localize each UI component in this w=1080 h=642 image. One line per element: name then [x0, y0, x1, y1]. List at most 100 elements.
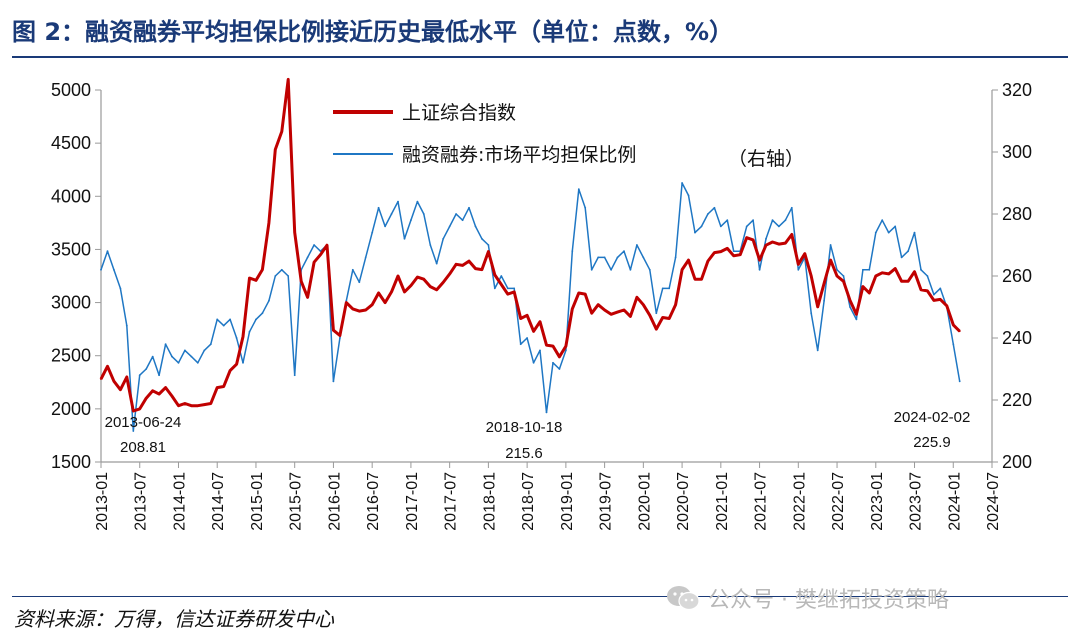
- data-point: [151, 389, 154, 392]
- x-tick-label: 2018-01: [481, 472, 498, 531]
- footer-rule: [12, 596, 1068, 597]
- data-point: [300, 280, 303, 283]
- chart: 1500 2000 2500 3000 3500 4000 4500 5000 200 220 24…: [51, 77, 1032, 531]
- data-point: [958, 380, 961, 383]
- x-tick-label: 2019-07: [598, 472, 615, 531]
- data-point: [332, 380, 335, 383]
- data-point: [836, 275, 838, 277]
- data-point: [900, 256, 903, 259]
- data-point: [681, 268, 683, 271]
- data-point: [726, 219, 729, 222]
- data-point: [429, 244, 432, 246]
- data-point: [913, 231, 916, 234]
- series-line-0: [99, 77, 961, 413]
- data-point: [190, 355, 193, 358]
- y-right-tick-label: 260: [1002, 266, 1032, 286]
- data-point: [545, 344, 548, 346]
- data-point: [506, 287, 509, 290]
- data-point: [235, 337, 238, 339]
- data-point: [474, 267, 477, 270]
- data-point: [222, 385, 225, 388]
- data-point: [106, 365, 109, 368]
- series-sse: [99, 77, 961, 413]
- data-point: [765, 237, 767, 240]
- data-point: [364, 256, 367, 259]
- data-point: [293, 374, 296, 377]
- data-point: [435, 262, 438, 265]
- data-point: [519, 317, 522, 320]
- axes: 1500 2000 2500 3000 3500 4000 4500 5000 200 220 24…: [51, 80, 1032, 531]
- data-point: [313, 244, 315, 246]
- data-point: [810, 275, 813, 277]
- data-point: [881, 219, 884, 222]
- source-note: 资料来源：万得，信达证券研发中心: [14, 607, 334, 631]
- data-point: [397, 200, 399, 203]
- data-point: [668, 317, 671, 320]
- data-point: [862, 268, 864, 271]
- data-point: [823, 299, 825, 302]
- data-point: [403, 237, 406, 240]
- data-point: [145, 368, 148, 370]
- data-point: [565, 349, 567, 352]
- x-tick-label: 2015-01: [249, 472, 266, 531]
- data-point: [132, 410, 135, 412]
- data-point: [655, 312, 658, 315]
- data-point: [125, 324, 128, 327]
- data-point: [571, 308, 574, 310]
- x-tick-label: 2015-07: [288, 472, 305, 531]
- data-point: [500, 275, 503, 277]
- data-point: [616, 256, 619, 259]
- data-point: [539, 349, 541, 352]
- data-point: [261, 268, 264, 271]
- data-point: [455, 213, 457, 215]
- y-left-tick-label: 2500: [51, 346, 91, 366]
- data-point: [577, 292, 580, 294]
- data-point: [829, 259, 832, 261]
- data-point: [700, 278, 703, 281]
- data-point: [636, 296, 638, 299]
- data-point: [106, 250, 109, 253]
- data-point: [487, 250, 490, 253]
- data-point: [894, 225, 897, 228]
- data-point: [687, 259, 690, 261]
- data-point: [765, 244, 767, 247]
- data-point: [196, 361, 199, 364]
- data-point: [784, 242, 787, 245]
- data-point: [642, 256, 645, 259]
- data-point: [887, 273, 890, 275]
- data-point: [306, 256, 309, 259]
- x-tick-label: 2021-01: [714, 472, 731, 531]
- data-point: [306, 296, 309, 299]
- y-left-tick-label: 4500: [51, 133, 91, 153]
- data-point: [623, 250, 625, 253]
- data-point: [158, 374, 161, 377]
- x-tick-label: 2020-01: [636, 472, 653, 531]
- data-point: [797, 263, 800, 266]
- x-tick-label: 2022-07: [830, 472, 847, 531]
- data-point: [177, 404, 180, 407]
- data-point: [803, 252, 806, 255]
- data-point: [532, 361, 535, 364]
- data-point: [920, 288, 922, 291]
- data-point: [235, 363, 238, 366]
- data-point: [100, 378, 102, 380]
- data-point: [119, 287, 122, 290]
- data-point: [939, 287, 942, 290]
- data-point: [661, 316, 664, 319]
- data-point: [125, 376, 128, 378]
- data-point: [358, 281, 361, 284]
- data-point: [468, 206, 470, 209]
- data-point: [616, 311, 619, 313]
- data-point: [926, 275, 929, 277]
- data-point: [597, 256, 600, 259]
- x-tick-label: 2022-01: [791, 472, 808, 531]
- data-point: [255, 279, 257, 282]
- data-point: [719, 225, 722, 228]
- data-point: [371, 231, 374, 234]
- data-point: [739, 253, 742, 256]
- data-point: [713, 206, 716, 209]
- data-point: [326, 244, 328, 247]
- data-point: [855, 313, 858, 316]
- data-point: [539, 320, 541, 323]
- data-point: [758, 259, 761, 261]
